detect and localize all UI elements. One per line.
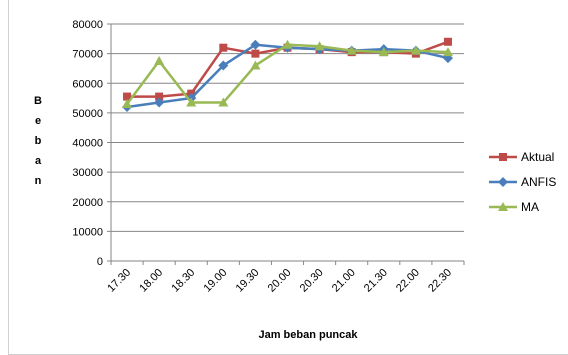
y-tick-label: 50000: [72, 108, 103, 120]
y-axis-title-letter: b: [35, 135, 42, 147]
legend-label: MA: [521, 200, 539, 214]
axes: [107, 23, 465, 265]
y-tick-label: 40000: [72, 138, 103, 150]
y-tick-label: 80000: [72, 19, 103, 31]
x-tick-label: 17.30: [105, 267, 133, 295]
series-ma: [122, 39, 453, 108]
data-point-aktual: [443, 37, 452, 46]
data-point-aktual: [155, 92, 164, 101]
legend-item-ma: MA: [489, 200, 539, 214]
gridlines: [111, 23, 464, 232]
data-point-ma: [218, 97, 229, 107]
data-point-ma: [378, 47, 389, 57]
data-point-anfis: [218, 60, 229, 71]
y-axis-title-letter: e: [35, 115, 41, 127]
data-point-ma: [346, 45, 357, 55]
x-tick-label: 21.00: [330, 267, 358, 295]
data-point-aktual: [219, 43, 228, 52]
x-tick-label: 21.30: [362, 267, 390, 295]
x-axis-tick-labels: 17.30 18.00 18.30 19.00 19.30 20.00 20.30 21.00…: [105, 267, 454, 295]
y-tick-label: 30000: [72, 167, 103, 179]
x-tick-label: 20.30: [298, 267, 326, 295]
y-tick-label: 70000: [72, 49, 103, 61]
x-tick-label: 22.00: [394, 267, 422, 295]
legend-marker-aktual: [499, 153, 507, 161]
x-tick-label: 20.00: [266, 267, 294, 295]
y-tick-label: 20000: [72, 197, 103, 209]
x-tick-label: 18.00: [137, 267, 165, 295]
data-point-ma: [282, 39, 293, 49]
x-tick-label: 18.30: [169, 267, 197, 295]
legend-marker-ma: [498, 202, 508, 211]
y-axis-tick-labels: 0 10000 20000 30000 40000 50000 60000 70000 8000…: [72, 19, 103, 268]
data-point-anfis: [250, 39, 261, 50]
data-point-aktual: [123, 92, 132, 101]
y-axis-title-letter: a: [35, 155, 42, 167]
data-point-ma: [186, 97, 197, 107]
x-tick-label: 22.30: [426, 267, 454, 295]
data-point-ma: [250, 60, 261, 70]
y-tick-label: 60000: [72, 78, 103, 90]
series-lines: [122, 37, 453, 112]
legend-label: Aktual: [521, 150, 554, 164]
data-point-ma: [122, 98, 133, 108]
y-axis-title-letter: B: [34, 95, 42, 107]
y-tick-label: 0: [97, 256, 103, 268]
data-point-anfis: [154, 97, 165, 108]
y-tick-label: 10000: [72, 226, 103, 238]
legend-marker-anfis: [498, 177, 508, 187]
data-point-ma: [154, 56, 165, 66]
data-point-ma: [442, 47, 453, 57]
legend-item-aktual: Aktual: [489, 150, 554, 164]
legend-label: ANFIS: [521, 175, 556, 189]
legend-item-anfis: ANFIS: [489, 175, 556, 189]
x-tick-label: 19.30: [234, 267, 262, 295]
y-axis-title-letter: n: [35, 175, 42, 187]
frame-left-border: [8, 0, 9, 355]
data-point-ma: [410, 45, 421, 55]
x-axis-title: Jam beban puncak: [258, 329, 358, 341]
data-point-aktual: [251, 49, 260, 58]
data-point-ma: [314, 41, 325, 51]
x-tick-label: 19.00: [201, 267, 229, 295]
legend: Aktual ANFIS MA: [489, 150, 556, 214]
